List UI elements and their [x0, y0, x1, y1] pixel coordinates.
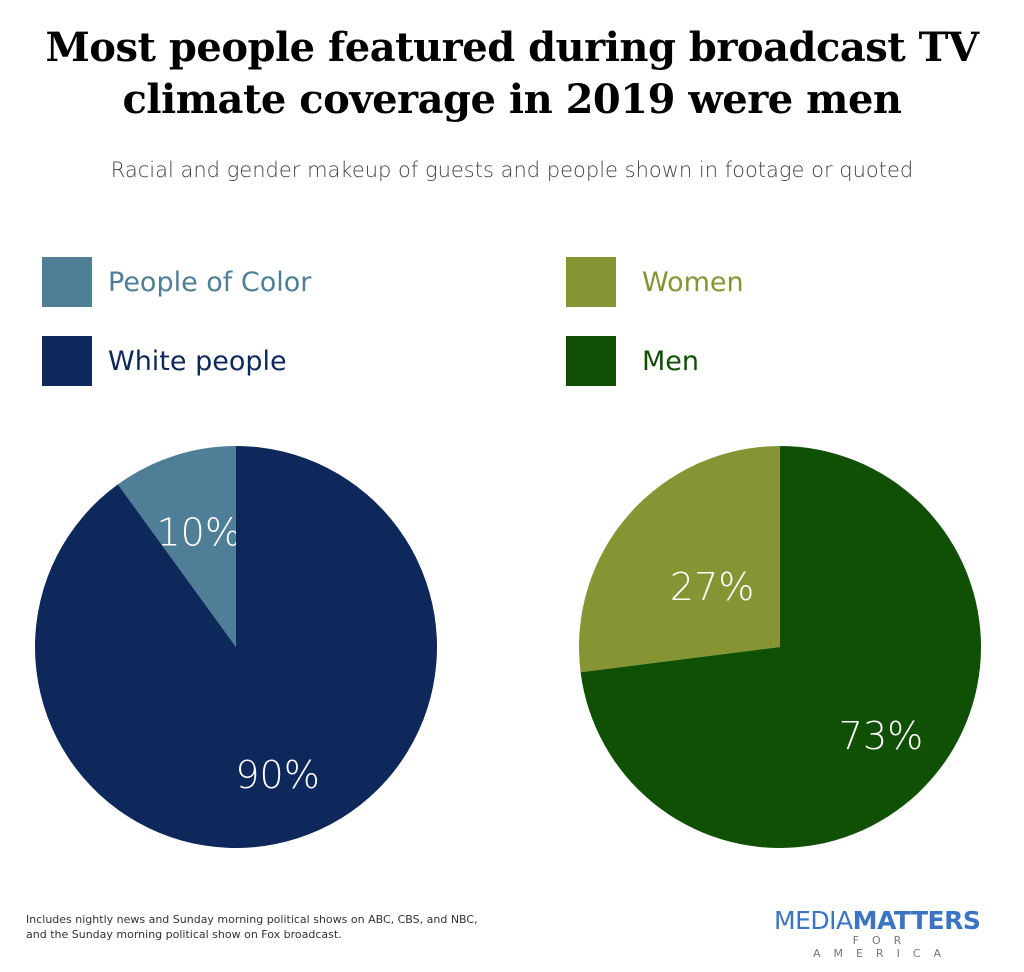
legend-label: White people	[108, 345, 287, 377]
data-label: 27%	[670, 565, 754, 609]
pie-slice-women	[579, 446, 780, 673]
logo-text: FOR AMERICA	[812, 934, 955, 960]
pie-slice-men	[580, 446, 981, 848]
title-line: Most people featured during broadcast TV	[45, 24, 979, 71]
legend-label: Men	[642, 345, 700, 377]
legend-swatch	[42, 336, 92, 386]
title-line: climate coverage in 2019 were men	[122, 76, 902, 123]
legend-swatch	[566, 336, 616, 386]
legend-swatch	[42, 257, 92, 307]
logo-text: MATTERS	[852, 906, 981, 935]
legend-swatch	[566, 257, 616, 307]
chart-title: Most people featured during broadcast TV…	[0, 22, 1024, 126]
footnote-line: Includes nightly news and Sunday morning…	[26, 913, 478, 926]
footnote-line: and the Sunday morning political show on…	[26, 928, 342, 941]
legend-label: People of Color	[108, 266, 312, 298]
logo-text: MEDIA	[774, 906, 853, 935]
legend-people-of-color: People of Color	[42, 257, 311, 307]
pie-slice-people-of-color	[117, 446, 236, 647]
data-label: 90%	[235, 753, 319, 797]
legend-white-people: White people	[42, 336, 287, 386]
legend-men: Men	[566, 336, 699, 386]
pie-slice-white-people	[34, 446, 437, 848]
legend-women: Women	[566, 257, 744, 307]
footnote: Includes nightly news and Sunday morning…	[26, 912, 478, 942]
data-label: 73%	[839, 714, 923, 758]
media-matters-logo: MEDIAMATTERS FOR AMERICA	[774, 906, 981, 961]
chart-subtitle: Racial and gender makeup of guests and p…	[110, 158, 914, 182]
data-label: 10%	[156, 510, 240, 554]
legend-label: Women	[642, 266, 744, 298]
